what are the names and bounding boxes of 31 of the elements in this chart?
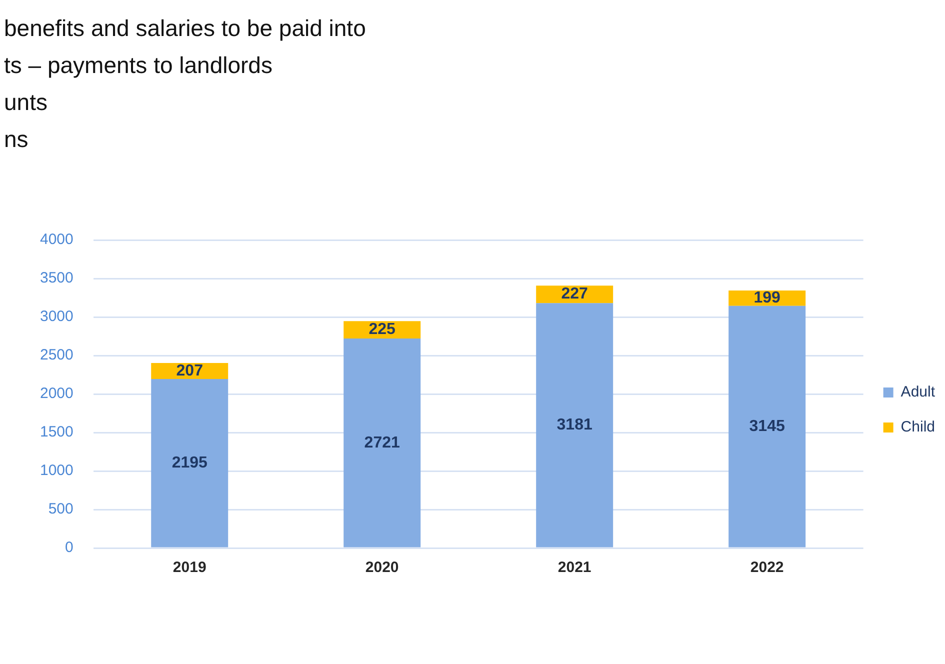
x-tick-label: 2020 xyxy=(365,559,399,576)
bar xyxy=(536,303,614,548)
y-tick-label: 4000 xyxy=(40,231,74,248)
x-tick-label: 2019 xyxy=(172,559,206,576)
data-label: 3145 xyxy=(749,418,785,435)
data-label: 199 xyxy=(754,290,781,307)
y-tick-label: 1000 xyxy=(40,462,74,480)
data-label: 207 xyxy=(176,362,204,380)
y-tick-label: 500 xyxy=(48,500,74,518)
y-tick-label: 3000 xyxy=(40,308,74,326)
y-tick-label: 2500 xyxy=(40,346,74,364)
data-label: 2721 xyxy=(364,434,400,452)
bar xyxy=(728,306,806,548)
data-label: 2195 xyxy=(172,454,208,472)
text: ts – payments to landlords xyxy=(4,51,274,80)
x-tick-label: 2021 xyxy=(558,559,592,576)
y-tick-label: 3500 xyxy=(40,270,74,287)
y-tick-label: 2000 xyxy=(40,385,74,402)
y-tick-label: 0 xyxy=(65,539,74,556)
text: unts xyxy=(4,88,48,117)
data-label: 225 xyxy=(368,321,396,338)
text: ns xyxy=(4,125,30,154)
legend-label: Adult xyxy=(900,384,936,401)
x-tick-label: 2022 xyxy=(750,559,784,576)
text: benefits and salaries to be paid into xyxy=(4,14,366,43)
data-label: 227 xyxy=(561,286,588,303)
legend-label: Child xyxy=(900,418,935,436)
y-tick-label: 1500 xyxy=(40,424,74,441)
bar xyxy=(344,338,421,548)
bar xyxy=(151,378,228,548)
data-label: 3181 xyxy=(556,416,592,434)
